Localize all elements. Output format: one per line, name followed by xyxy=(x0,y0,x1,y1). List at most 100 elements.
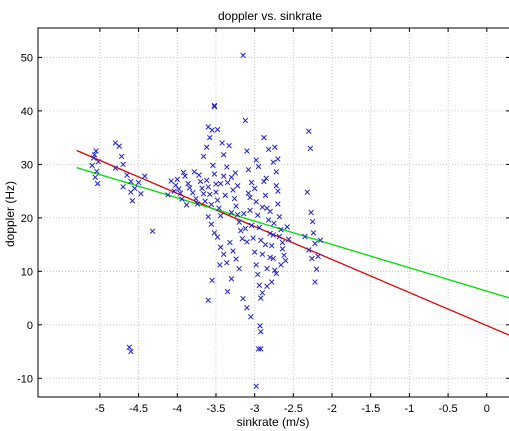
data-point xyxy=(193,195,199,202)
data-point xyxy=(262,241,269,248)
data-point xyxy=(271,220,277,226)
data-point xyxy=(304,189,311,195)
data-point xyxy=(308,209,314,216)
data-point xyxy=(265,217,272,223)
data-point xyxy=(275,201,281,207)
data-point xyxy=(273,169,280,175)
data-point xyxy=(94,168,100,175)
data-point xyxy=(268,279,275,285)
data-point xyxy=(211,102,218,109)
data-point xyxy=(236,265,242,272)
data-point xyxy=(276,233,283,240)
data-point xyxy=(267,230,273,237)
x-tick-label: -4 xyxy=(172,403,182,415)
data-point xyxy=(211,103,218,110)
data-point xyxy=(268,242,275,249)
x-tick-label: 0 xyxy=(484,403,490,415)
x-tick-label: -4.5 xyxy=(129,403,148,415)
data-point xyxy=(239,235,246,242)
data-point xyxy=(142,173,148,179)
data-point xyxy=(177,190,184,197)
data-point xyxy=(267,254,273,261)
y-tick-label: 50 xyxy=(21,52,33,64)
data-point xyxy=(190,189,196,196)
data-point xyxy=(217,212,224,219)
data-point xyxy=(278,262,284,268)
plot-area-background xyxy=(38,28,509,397)
data-point xyxy=(242,117,249,124)
data-point xyxy=(236,219,242,225)
data-point xyxy=(257,323,263,329)
data-point xyxy=(112,165,119,171)
data-point xyxy=(149,228,156,234)
data-point xyxy=(211,230,218,236)
data-point xyxy=(94,180,101,187)
data-point xyxy=(207,134,213,141)
data-point xyxy=(214,126,221,133)
data-point xyxy=(248,314,254,320)
data-point xyxy=(251,249,258,255)
data-point xyxy=(278,226,284,233)
data-point xyxy=(258,295,264,301)
data-point xyxy=(128,348,134,355)
y-ticks: -10 0 10 20 30 40 50 xyxy=(17,52,509,385)
data-point xyxy=(200,153,207,160)
data-point xyxy=(203,177,210,184)
data-point xyxy=(255,163,262,170)
data-point xyxy=(244,148,250,154)
data-point xyxy=(234,183,241,189)
data-point xyxy=(219,140,225,146)
data-point xyxy=(240,295,246,302)
data-point xyxy=(282,257,289,264)
data-point xyxy=(138,191,144,197)
data-point xyxy=(203,144,210,151)
data-point xyxy=(248,222,255,229)
data-point xyxy=(258,237,264,244)
x-tick-label: -2 xyxy=(327,403,337,415)
y-tick-label: 0 xyxy=(27,320,33,332)
x-tick-label: -3.5 xyxy=(206,403,225,415)
data-point xyxy=(120,161,126,168)
data-point xyxy=(275,156,281,162)
y-tick-label: 20 xyxy=(21,213,33,225)
data-point xyxy=(242,225,249,232)
x-axis-label: sinkrate (m/s) xyxy=(237,415,310,429)
data-point xyxy=(222,192,229,199)
data-point xyxy=(196,172,202,178)
x-tick-label: -5 xyxy=(95,403,105,415)
data-point xyxy=(313,266,320,272)
data-point xyxy=(259,289,266,296)
data-point xyxy=(248,179,255,186)
data-point xyxy=(253,157,259,163)
data-point xyxy=(129,197,136,204)
data-point xyxy=(224,179,231,186)
data-point xyxy=(272,144,278,151)
data-point xyxy=(224,260,230,266)
data-point xyxy=(183,202,190,208)
x-tick-label: -2.5 xyxy=(284,403,303,415)
data-point xyxy=(186,185,193,191)
data-point xyxy=(312,240,318,247)
data-point xyxy=(270,159,276,165)
data-point xyxy=(273,270,280,277)
data-point xyxy=(258,346,264,352)
data-point xyxy=(202,198,208,205)
data-point xyxy=(251,185,258,192)
data-point xyxy=(284,224,290,230)
data-point xyxy=(267,208,273,215)
y-tick-label: -10 xyxy=(17,373,33,385)
data-point xyxy=(216,205,222,211)
x-tick-label: -1 xyxy=(405,403,415,415)
data-point xyxy=(273,183,280,189)
data-point xyxy=(217,244,224,251)
data-point xyxy=(233,256,239,262)
plot-frame xyxy=(37,27,509,398)
data-point xyxy=(228,209,235,216)
data-point xyxy=(264,283,270,290)
data-point xyxy=(312,279,318,285)
data-point xyxy=(124,172,130,178)
data-point xyxy=(265,146,272,153)
x-ticks: -5 -4.5 -4 -3.5 -3 -2.5 -2 -1.5 -1 -0.5 0 xyxy=(95,28,490,415)
data-point xyxy=(217,180,224,187)
